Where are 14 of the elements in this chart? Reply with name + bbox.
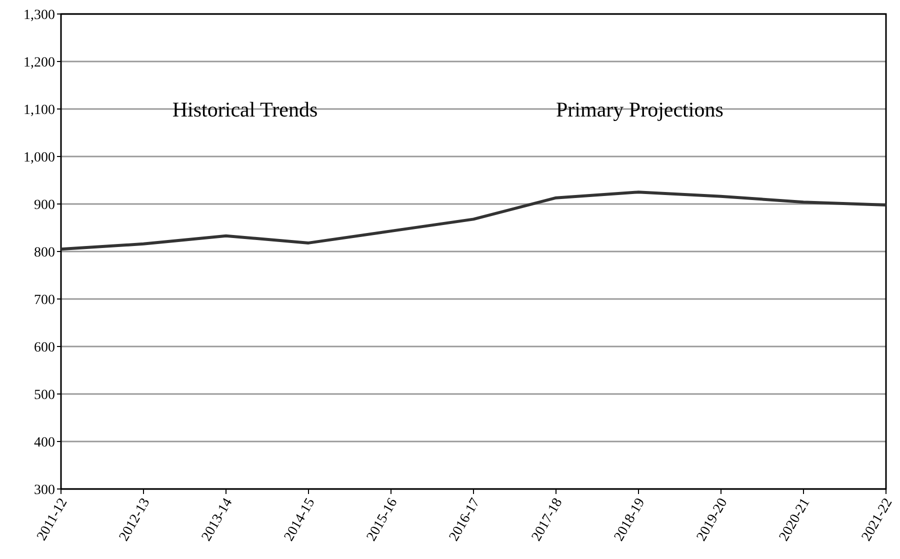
- y-tick-label: 500: [34, 388, 55, 403]
- y-tick-label: 300: [34, 482, 55, 498]
- y-tick-label: 800: [34, 245, 55, 260]
- y-tick-label: 1,200: [24, 55, 55, 70]
- annotation: Historical Trends: [172, 97, 318, 122]
- y-tick-label: 600: [34, 340, 55, 356]
- y-tick-label: 700: [34, 292, 55, 308]
- y-tick-label: 1,300: [24, 8, 55, 23]
- line-series: [60, 190, 888, 251]
- y-tick-label: 400: [34, 435, 55, 450]
- y-tick-label: 1,100: [24, 102, 55, 118]
- y-tick-label: 900: [34, 198, 55, 213]
- annotation: Primary Projections: [556, 97, 724, 122]
- y-tick-label: 1,000: [24, 150, 55, 166]
